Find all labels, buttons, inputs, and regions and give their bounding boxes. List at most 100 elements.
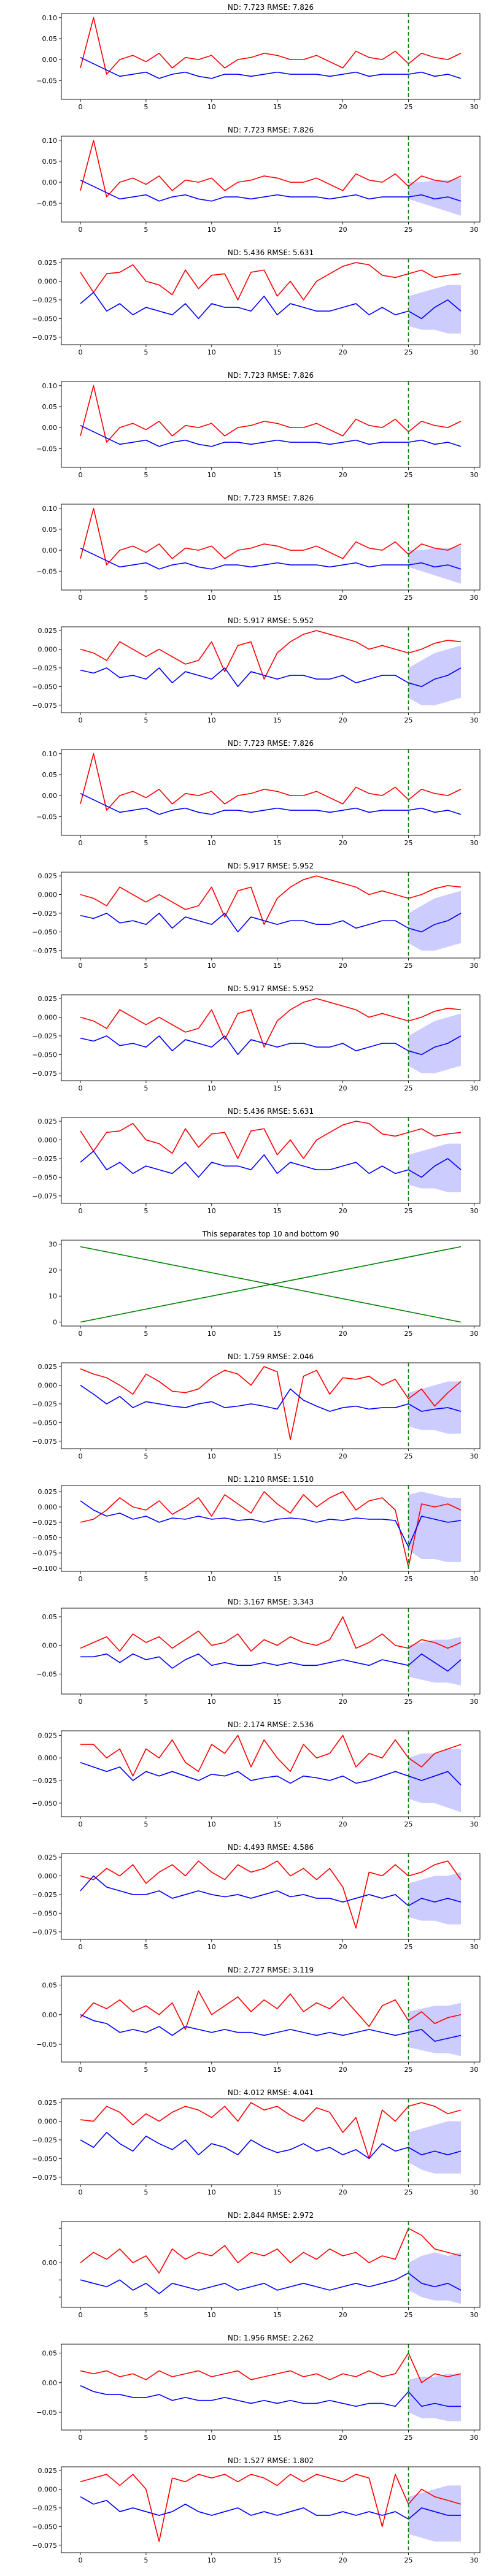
subplot-title: ND: 7.723 RMSE: 7.826 [228,371,314,380]
y-tick-label: 0.00 [42,2379,58,2387]
y-tick-label: 0.025 [38,995,58,1003]
x-tick-label: 15 [273,716,282,724]
y-tick-label: −0.025 [32,1777,57,1785]
axes-frame [61,872,481,959]
x-tick-label: 10 [207,2434,216,2442]
x-tick-label: 0 [79,348,83,356]
y-tick-label: 0.00 [42,792,58,800]
x-tick-label: 5 [144,1084,148,1092]
x-tick-label: 5 [144,103,148,111]
axes-frame [61,258,481,345]
y-tick-label: 0.025 [38,1853,58,1861]
x-tick-label: 20 [339,1452,347,1460]
subplot-2: ND: 7.723 RMSE: 7.826 0 5 10 15 20 25 30 −0.05 0.… [36,126,481,234]
x-tick-label: 25 [404,2066,412,2074]
x-tick-label: 0 [79,471,83,479]
x-tick-label: 20 [339,1207,347,1215]
x-tick-label: 15 [273,226,282,234]
y-tick-label: 0.025 [38,627,58,635]
series-line-1 [80,1366,462,1441]
x-tick-label: 0 [79,1943,83,1951]
series-line-2 [80,1384,462,1412]
y-tick-label: −0.050 [32,315,57,323]
y-tick-label: 0.00 [42,546,58,554]
y-tick-label: 30 [48,1240,57,1248]
x-tick-label: 10 [207,348,216,356]
y-tick-label: 0.10 [42,382,58,390]
x-tick-label: 25 [404,1452,412,1460]
x-tick-label: 25 [404,1330,412,1338]
x-tick-label: 20 [339,839,347,847]
x-tick-label: 0 [79,226,83,234]
subplot-title: ND: 7.723 RMSE: 7.826 [228,739,314,748]
y-tick-label: −0.05 [36,2041,57,2049]
axes-frame [61,1240,481,1327]
subplot-18: ND: 4.012 RMSE: 4.041 0 5 10 15 20 25 30 −0.075 −… [32,2088,481,2196]
y-tick-label: −0.050 [32,1173,57,1181]
series-line-2 [80,1875,462,1907]
x-tick-label: 25 [404,839,412,847]
x-tick-label: 15 [273,2556,282,2564]
axes-frame [61,504,481,591]
y-tick-label: −0.075 [32,1549,57,1557]
series-line-1 [80,1491,462,1568]
x-tick-label: 0 [79,2311,83,2319]
subplot-6: ND: 5.917 RMSE: 5.952 0 5 10 15 20 25 30 −0.075 −… [32,616,481,724]
subplot-5: ND: 7.723 RMSE: 7.826 0 5 10 15 20 25 30 −0.05 0.… [36,494,481,602]
x-tick-label: 25 [404,471,412,479]
series-line-1 [80,630,462,680]
x-tick-label: 0 [79,1084,83,1092]
x-tick-label: 15 [273,594,282,602]
axes-frame [61,381,481,468]
y-tick-label: −0.025 [32,1400,57,1408]
subplot-19: ND: 2.844 RMSE: 2.972 0 5 10 15 20 25 30 0.00 [42,2211,481,2319]
x-tick-label: 5 [144,1943,148,1951]
x-tick-label: 0 [79,1698,83,1706]
x-tick-label: 25 [404,226,412,234]
y-tick-label: 0.05 [42,403,58,411]
confidence-band [408,1872,461,1925]
y-tick-label: 0.05 [42,2349,58,2357]
y-tick-label: −0.075 [32,947,57,955]
x-tick-label: 15 [273,1207,282,1215]
x-tick-label: 20 [339,1820,347,1828]
y-tick-label: 0.000 [38,278,58,286]
x-tick-label: 20 [339,2556,347,2564]
x-tick-label: 25 [404,1207,412,1215]
subplot-21: ND: 1.527 RMSE: 1.802 0 5 10 15 20 25 30 −0.075 −… [32,2456,481,2564]
x-tick-label: 30 [470,594,478,602]
series-line-2 [80,547,462,570]
y-tick-label: −0.025 [32,1032,57,1040]
series-line-1 [80,2474,462,2542]
x-tick-label: 30 [470,2188,478,2196]
x-tick-label: 10 [207,1330,216,1338]
x-tick-label: 5 [144,2066,148,2074]
x-tick-label: 25 [404,2311,412,2319]
x-tick-label: 15 [273,2188,282,2196]
confidence-band [408,2374,461,2421]
x-tick-label: 25 [404,2188,412,2196]
y-tick-label: −0.05 [36,1670,57,1678]
subplot-title: ND: 2.844 RMSE: 2.972 [228,2211,314,2220]
x-tick-label: 25 [404,1084,412,1092]
x-tick-label: 30 [470,1084,478,1092]
series-line-2 [80,2496,461,2520]
y-tick-label: 0.000 [38,1014,58,1022]
axes-frame [61,994,481,1081]
axes-frame [61,749,481,836]
x-tick-label: 10 [207,839,216,847]
subplot-title: ND: 5.917 RMSE: 5.952 [228,862,314,870]
x-tick-label: 20 [339,471,347,479]
series-line-1 [80,385,462,443]
x-tick-label: 5 [144,716,148,724]
x-tick-label: 10 [207,1820,216,1828]
axes-frame [61,1485,481,1572]
x-tick-label: 25 [404,2434,412,2442]
series-line-2 [80,667,462,688]
y-tick-label: −0.075 [32,702,57,710]
subplot-3: ND: 5.436 RMSE: 5.631 0 5 10 15 20 25 30 −0.075 −… [32,248,481,356]
x-tick-label: 15 [273,471,282,479]
y-tick-label: −0.025 [32,2504,57,2512]
x-tick-label: 25 [404,103,412,111]
y-tick-label: −0.025 [32,1519,57,1527]
